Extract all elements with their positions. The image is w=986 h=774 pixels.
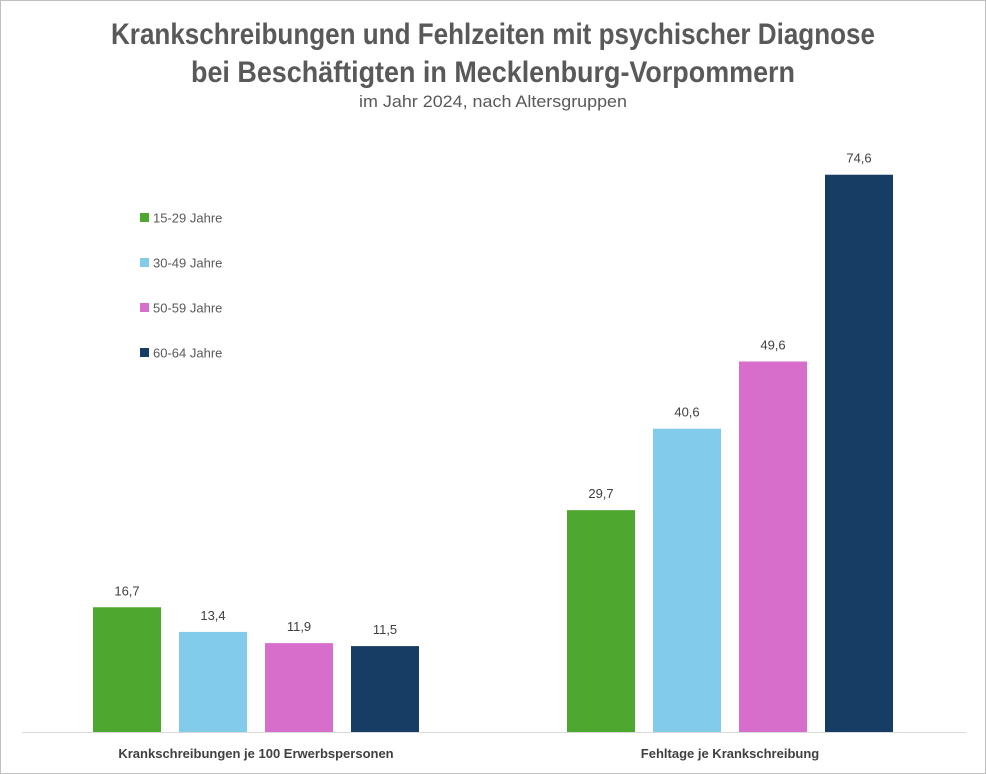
chart-title: Krankschreibungen und Fehlzeiten mit psy… — [111, 18, 875, 51]
bar — [567, 510, 635, 732]
data-label: 16,7 — [114, 583, 139, 598]
category-label: Krankschreibungen je 100 Erwerbspersonen — [118, 746, 393, 761]
category-label: Fehltage je Krankschreibung — [641, 746, 819, 761]
data-label: 49,6 — [760, 337, 785, 352]
legend-swatch — [140, 258, 149, 267]
bar — [825, 174, 893, 732]
category-labels: Krankschreibungen je 100 Erwerbspersonen… — [118, 746, 819, 761]
legend-label: 15-29 Jahre — [153, 211, 222, 226]
legend-label: 60-64 Jahre — [153, 346, 222, 361]
chart-subtitle: im Jahr 2024, nach Altersgruppen — [359, 92, 627, 111]
data-label: 29,7 — [588, 486, 613, 501]
bar — [653, 428, 721, 732]
legend-swatch — [140, 303, 149, 312]
data-label: 11,5 — [373, 622, 397, 637]
legend-label: 30-49 Jahre — [153, 256, 222, 271]
chart-title-line2: bei Beschäftigten in Mecklenburg-Vorpomm… — [191, 56, 795, 89]
bar — [93, 607, 161, 732]
legend: 15-29 Jahre 30-49 Jahre 50-59 Jahre 60-64 J… — [140, 211, 222, 361]
legend-swatch — [140, 348, 149, 357]
legend-swatch — [140, 213, 149, 222]
data-label: 13,4 — [200, 608, 225, 623]
bar — [179, 631, 247, 732]
data-label: 40,6 — [674, 405, 699, 420]
bar — [351, 646, 419, 732]
data-label: 11,9 — [287, 619, 311, 634]
bars: 16,7 29,7 13,4 40,6 11,9 49,6 11,5 74,6 — [93, 151, 893, 732]
data-label: 74,6 — [846, 151, 871, 166]
bar — [265, 643, 333, 732]
bar — [739, 361, 807, 732]
legend-label: 50-59 Jahre — [153, 301, 222, 316]
